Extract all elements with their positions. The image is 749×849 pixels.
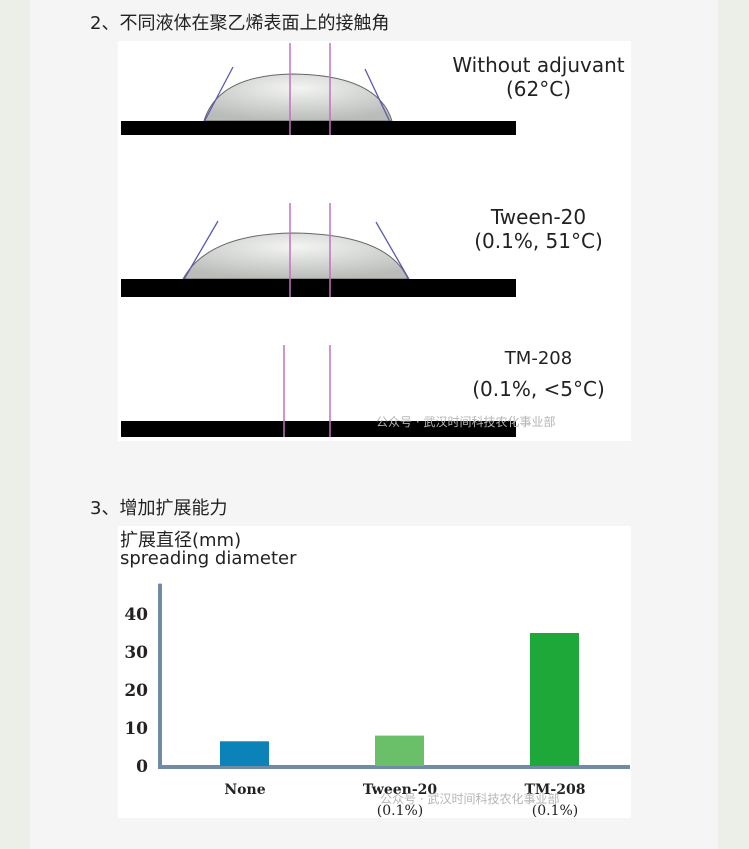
surface-3 <box>121 421 516 437</box>
y-tick-label: 40 <box>124 605 148 625</box>
spreading-chart: 扩展直径(mm) spreading diameter 0 10 20 30 40 Non… <box>118 526 631 818</box>
tangent-line <box>364 68 391 123</box>
sample-label-1: Without adjuvant (62°C) <box>452 53 625 101</box>
y-tick-label: 30 <box>124 643 148 663</box>
droplet-1 <box>203 73 393 122</box>
section-heading-spreading: 3、增加扩展能力 <box>90 498 228 519</box>
x-tick-sublabel: (0.1%) <box>377 803 424 818</box>
bar-chart: 0 10 20 30 40 None Tween-20 (0.1%) TM-208 (0.1%) <box>124 583 630 818</box>
watermark: 公众号 · 武汉时间科技农化事业部 <box>376 415 556 429</box>
y-tick-label: 10 <box>124 719 148 739</box>
y-tick-label: 20 <box>124 681 148 701</box>
y-axis-subtitle: spreading diameter <box>120 548 297 569</box>
x-tick-label: None <box>224 782 265 798</box>
bar-none <box>220 741 269 766</box>
y-tick-label: 0 <box>136 757 148 777</box>
sample-label-2: Tween-20 (0.1%, 51°C) <box>474 205 603 253</box>
tangent-line <box>182 220 219 282</box>
bar-tween-20 <box>375 735 424 766</box>
tangent-line <box>375 221 411 282</box>
section-heading-contact-angle: 2、不同液体在聚乙烯表面上的接触角 <box>90 13 390 34</box>
x-tick-sublabel: (0.1%) <box>532 803 579 818</box>
surface-2 <box>121 279 516 297</box>
sample-label-3: TM-208 (0.1%, <5°C) <box>472 348 605 401</box>
bar-tm-208 <box>530 633 579 766</box>
watermark: 公众号 · 武汉时间科技农化事业部 <box>380 792 560 806</box>
droplet-2 <box>182 232 409 280</box>
surface-1 <box>121 121 516 135</box>
contact-angle-figure: Without adjuvant (62°C) Tween-20 (0.1%, 51… <box>118 41 631 441</box>
y-axis-title: 扩展直径(mm) <box>120 530 242 551</box>
droplet-illustration <box>121 43 516 437</box>
x-tick-label: TM-208 <box>525 782 586 798</box>
x-tick-label: Tween-20 <box>363 782 437 798</box>
tangent-line <box>203 66 234 123</box>
